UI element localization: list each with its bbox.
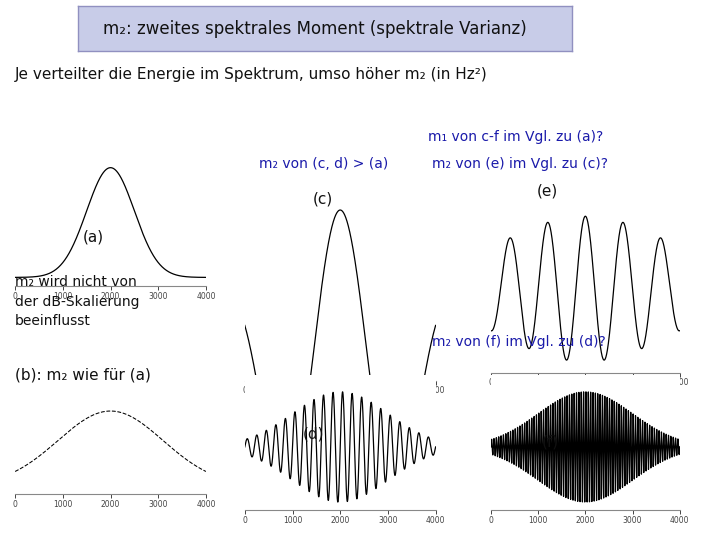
Text: m₂ von (c, d) > (a): m₂ von (c, d) > (a) [259, 157, 389, 171]
Text: m₂: zweites spektrales Moment (spektrale Varianz): m₂: zweites spektrales Moment (spektrale… [103, 19, 527, 38]
Text: m₁ von c-f im Vgl. zu (a)?: m₁ von c-f im Vgl. zu (a)? [428, 130, 603, 144]
Text: (a): (a) [83, 230, 104, 245]
Text: (e): (e) [536, 184, 558, 199]
Text: (f): (f) [542, 435, 559, 450]
Text: Je verteilter die Energie im Spektrum, umso höher m₂ (in Hz²): Je verteilter die Energie im Spektrum, u… [15, 68, 488, 83]
Text: (c): (c) [312, 192, 333, 207]
Text: (b): m₂ wie für (a): (b): m₂ wie für (a) [15, 367, 151, 382]
Text: m₂ wird nicht von
der dB-Skalierung
beeinflusst: m₂ wird nicht von der dB-Skalierung beei… [15, 275, 140, 328]
Text: m₂ von (f) im Vgl. zu (d)?: m₂ von (f) im Vgl. zu (d)? [432, 335, 606, 349]
Text: m₂ von (e) im Vgl. zu (c)?: m₂ von (e) im Vgl. zu (c)? [432, 157, 608, 171]
Text: (d): (d) [302, 427, 324, 442]
